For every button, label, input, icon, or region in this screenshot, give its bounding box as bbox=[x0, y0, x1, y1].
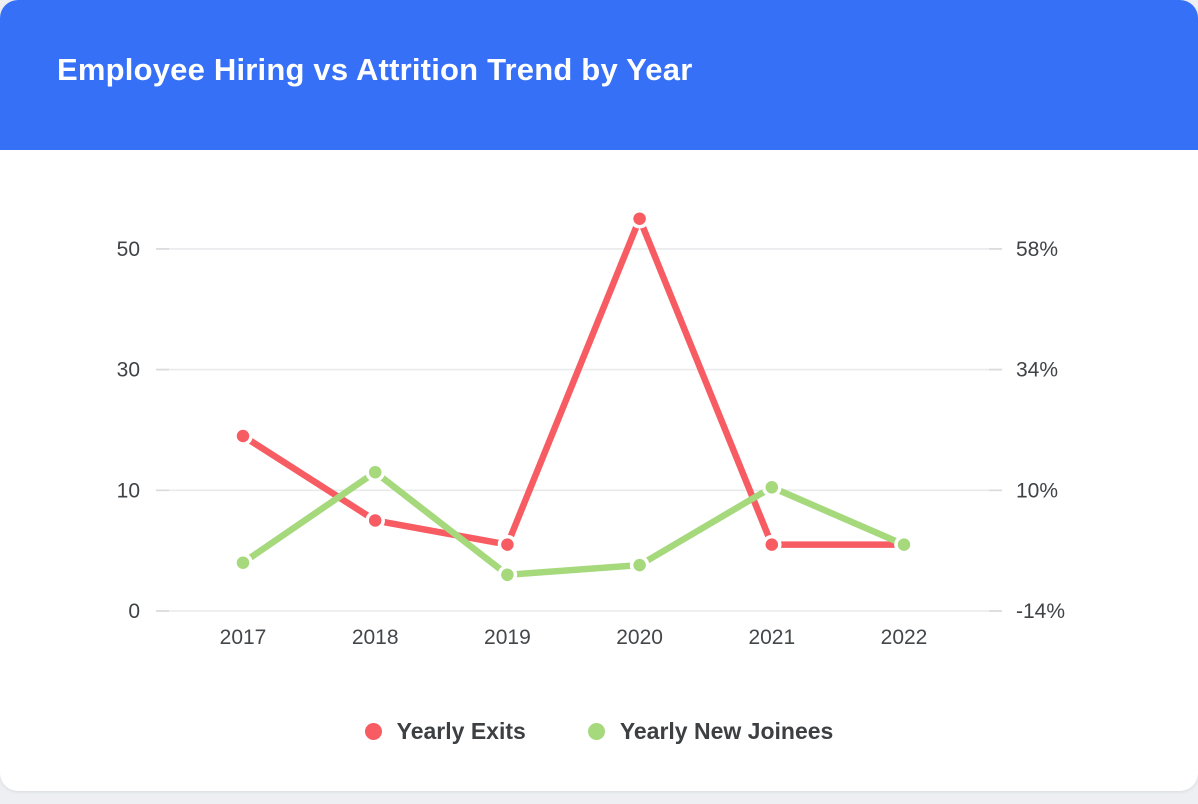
right-axis-label: -14% bbox=[1016, 600, 1065, 623]
legend-dot-icon bbox=[587, 723, 605, 740]
legend-item-1[interactable]: Yearly New Joinees bbox=[587, 718, 834, 745]
data-point[interactable] bbox=[629, 208, 650, 229]
chart-header: Employee Hiring vs Attrition Trend by Ye… bbox=[0, 0, 1198, 150]
left-axis-label: 10 bbox=[117, 479, 140, 502]
left-axis-label: 50 bbox=[117, 238, 140, 261]
data-point[interactable] bbox=[497, 565, 518, 585]
page-title: Employee Hiring vs Attrition Trend by Ye… bbox=[57, 52, 693, 87]
data-point[interactable] bbox=[233, 552, 253, 573]
x-axis-label: 2022 bbox=[881, 626, 928, 649]
series-line bbox=[239, 215, 908, 548]
left-axis-label: 0 bbox=[128, 600, 140, 623]
right-axis-label: 34% bbox=[1016, 359, 1058, 382]
x-axis-label: 2020 bbox=[616, 626, 663, 649]
right-axis-label: 58% bbox=[1016, 238, 1058, 261]
chart-legend: Yearly Exits Yearly New Joinees bbox=[0, 718, 1198, 745]
data-point[interactable] bbox=[233, 426, 253, 446]
left-axis-label: 30 bbox=[117, 359, 140, 382]
data-point[interactable] bbox=[762, 534, 782, 555]
x-axis-label: 2017 bbox=[220, 626, 267, 649]
legend-label: Yearly New Joinees bbox=[619, 718, 834, 744]
right-axis-label: 10% bbox=[1016, 479, 1058, 502]
x-axis-label: 2018 bbox=[352, 626, 399, 649]
x-axis-label: 2021 bbox=[748, 626, 795, 649]
legend-item-0[interactable]: Yearly Exits bbox=[364, 718, 526, 745]
data-point[interactable] bbox=[497, 534, 518, 555]
legend-dot-icon bbox=[364, 723, 382, 740]
data-point[interactable] bbox=[629, 555, 650, 575]
series-line bbox=[239, 468, 908, 579]
data-point[interactable] bbox=[365, 510, 385, 531]
data-point[interactable] bbox=[365, 462, 385, 482]
legend-label: Yearly Exits bbox=[396, 718, 526, 744]
x-axis-label: 2019 bbox=[484, 626, 531, 649]
data-point[interactable] bbox=[762, 477, 782, 498]
data-point[interactable] bbox=[894, 534, 914, 555]
